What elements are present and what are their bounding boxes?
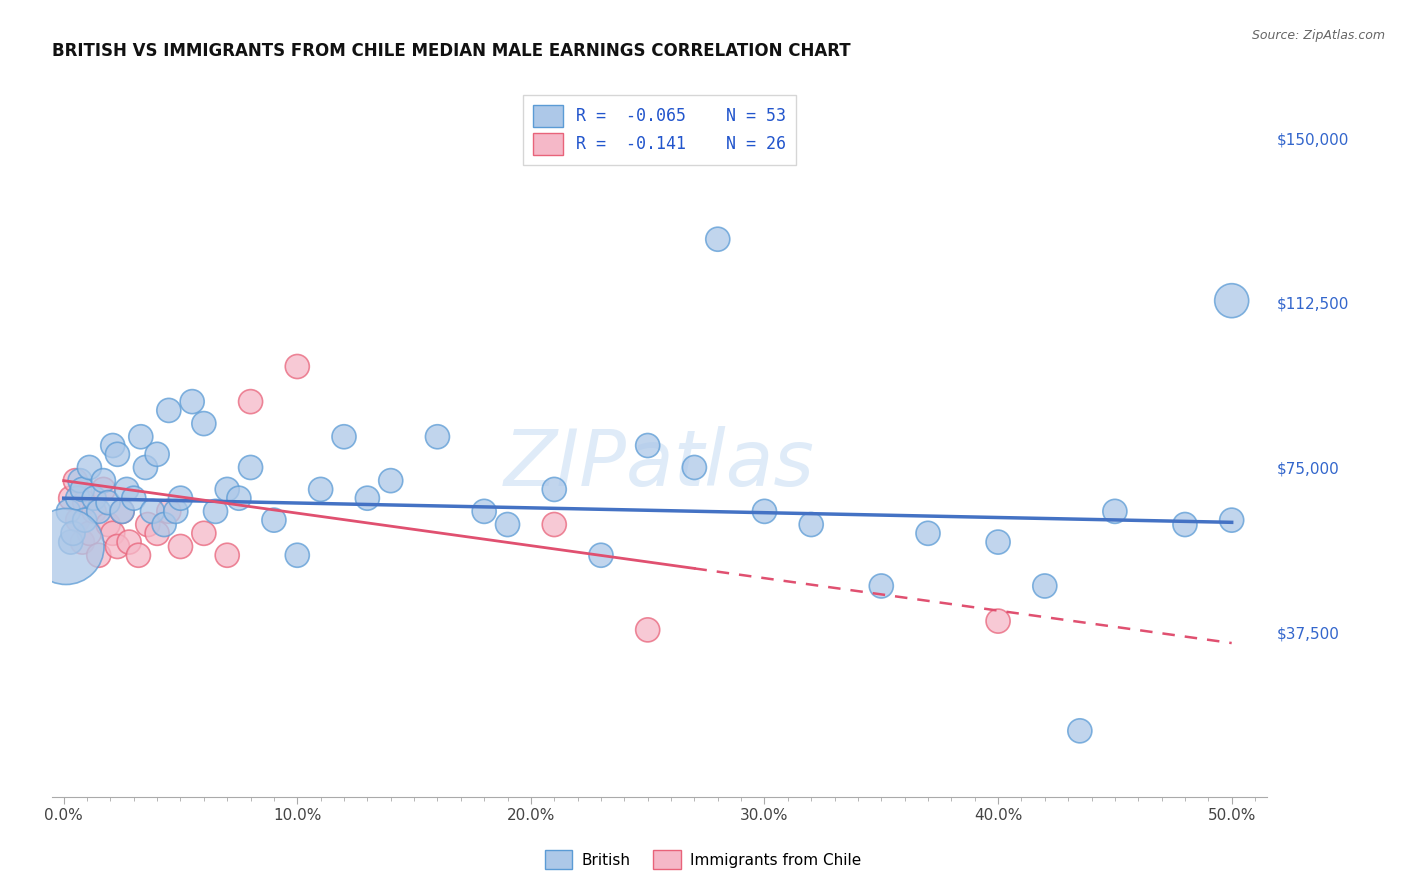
Point: [426, 430, 449, 444]
Point: [637, 623, 659, 637]
Point: [136, 517, 159, 532]
Point: [111, 504, 134, 518]
Point: [65, 474, 87, 488]
Point: [193, 417, 215, 431]
Point: [129, 430, 152, 444]
Point: [496, 517, 519, 532]
Point: [83, 491, 105, 506]
Point: [263, 513, 285, 527]
Point: [380, 474, 402, 488]
Point: [107, 447, 129, 461]
Point: [66, 513, 89, 527]
Point: [93, 474, 115, 488]
Point: [79, 526, 101, 541]
Point: [637, 438, 659, 452]
Point: [356, 491, 378, 506]
Point: [59, 491, 82, 506]
Point: [333, 430, 356, 444]
Point: [165, 504, 187, 518]
Point: [122, 491, 145, 506]
Point: [66, 491, 89, 506]
Point: [217, 548, 239, 562]
Point: [72, 535, 94, 549]
Point: [55, 540, 77, 554]
Text: Source: ZipAtlas.com: Source: ZipAtlas.com: [1251, 29, 1385, 42]
Point: [87, 548, 110, 562]
Point: [800, 517, 823, 532]
Point: [472, 504, 495, 518]
Point: [101, 438, 124, 452]
Point: [217, 483, 239, 497]
Point: [683, 460, 706, 475]
Point: [193, 526, 215, 541]
Text: ZIPatlas: ZIPatlas: [503, 425, 815, 501]
Point: [239, 394, 262, 409]
Point: [285, 548, 308, 562]
Point: [1069, 723, 1091, 738]
Point: [73, 495, 96, 509]
Point: [309, 483, 332, 497]
Point: [707, 232, 730, 246]
Point: [58, 504, 80, 518]
Point: [146, 526, 169, 541]
Point: [157, 504, 180, 518]
Point: [107, 540, 129, 554]
Point: [1220, 513, 1243, 527]
Point: [97, 517, 120, 532]
Point: [204, 504, 226, 518]
Point: [1220, 293, 1243, 308]
Point: [93, 483, 115, 497]
Point: [239, 460, 262, 475]
Point: [69, 474, 91, 488]
Point: [543, 483, 565, 497]
Point: [228, 491, 250, 506]
Point: [111, 504, 134, 518]
Point: [101, 526, 124, 541]
Point: [169, 491, 191, 506]
Text: BRITISH VS IMMIGRANTS FROM CHILE MEDIAN MALE EARNINGS CORRELATION CHART: BRITISH VS IMMIGRANTS FROM CHILE MEDIAN …: [52, 42, 851, 60]
Legend: R =  -0.065    N = 53, R =  -0.141    N = 26: R = -0.065 N = 53, R = -0.141 N = 26: [523, 95, 796, 165]
Point: [589, 548, 612, 562]
Point: [118, 535, 141, 549]
Point: [115, 483, 138, 497]
Point: [72, 483, 94, 497]
Point: [1104, 504, 1126, 518]
Point: [181, 394, 204, 409]
Point: [285, 359, 308, 374]
Point: [62, 526, 84, 541]
Point: [543, 517, 565, 532]
Point: [754, 504, 776, 518]
Point: [73, 513, 96, 527]
Point: [146, 447, 169, 461]
Point: [987, 535, 1010, 549]
Point: [83, 504, 105, 518]
Point: [97, 495, 120, 509]
Point: [134, 460, 156, 475]
Point: [153, 517, 176, 532]
Legend: British, Immigrants from Chile: British, Immigrants from Chile: [538, 844, 868, 875]
Point: [987, 614, 1010, 628]
Point: [169, 540, 191, 554]
Point: [917, 526, 939, 541]
Point: [1033, 579, 1056, 593]
Point: [87, 504, 110, 518]
Point: [157, 403, 180, 417]
Point: [1174, 517, 1197, 532]
Point: [59, 535, 82, 549]
Point: [127, 548, 149, 562]
Point: [141, 504, 163, 518]
Point: [870, 579, 893, 593]
Point: [79, 460, 101, 475]
